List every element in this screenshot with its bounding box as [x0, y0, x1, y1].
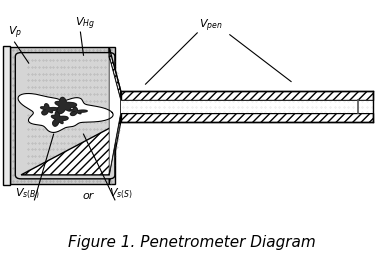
Text: Figure 1. Penetrometer Diagram: Figure 1. Penetrometer Diagram	[68, 235, 315, 250]
Polygon shape	[109, 47, 121, 100]
Polygon shape	[69, 107, 87, 115]
Polygon shape	[21, 113, 121, 175]
Polygon shape	[41, 104, 58, 115]
Polygon shape	[18, 94, 113, 133]
Text: $V_{s(B)}$: $V_{s(B)}$	[15, 187, 39, 201]
Polygon shape	[55, 97, 77, 113]
Text: $V_{s(S)}$: $V_{s(S)}$	[109, 187, 133, 201]
Bar	[3, 46, 10, 185]
Polygon shape	[51, 111, 68, 126]
Polygon shape	[109, 57, 121, 175]
FancyBboxPatch shape	[15, 53, 115, 179]
Bar	[121, 113, 373, 122]
Bar	[121, 91, 373, 100]
Text: or: or	[82, 191, 94, 201]
Text: $V_{Hg}$: $V_{Hg}$	[75, 15, 95, 32]
Text: $V_{pen}$: $V_{pen}$	[199, 18, 223, 34]
Bar	[121, 100, 373, 113]
Polygon shape	[109, 47, 121, 184]
Text: $V_p$: $V_p$	[8, 24, 23, 41]
Bar	[10, 47, 115, 184]
